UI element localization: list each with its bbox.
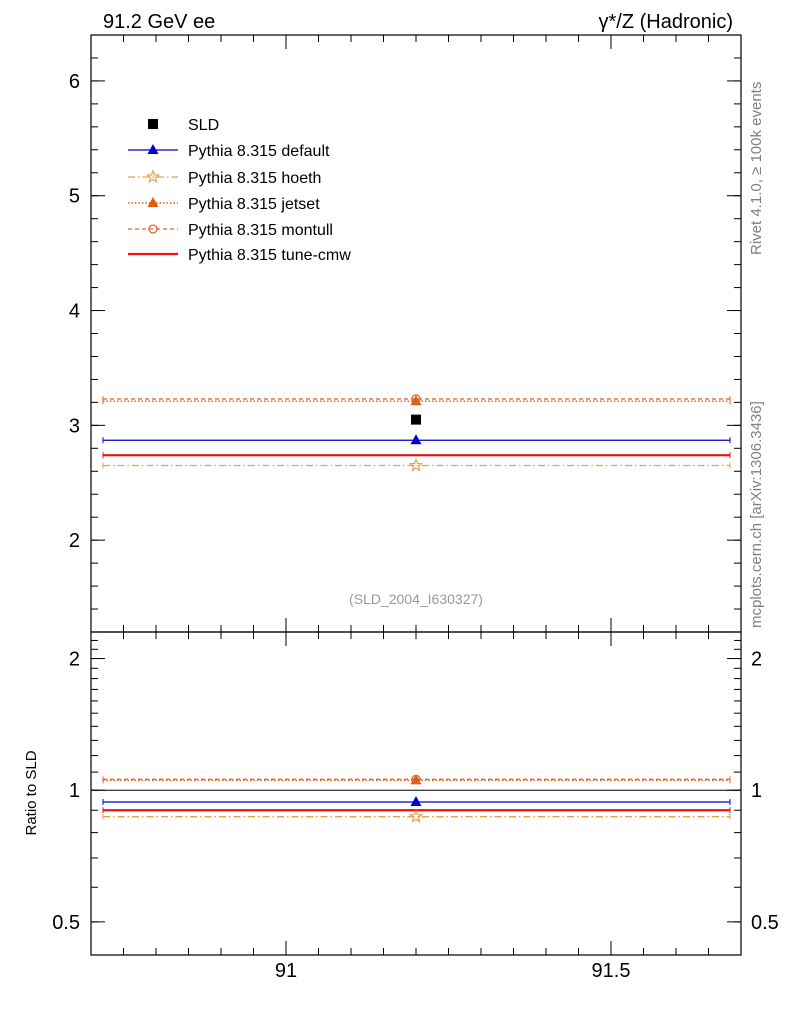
process-title: γ*/Z (Hadronic) [599, 11, 733, 33]
ratio-y-axis-label: Ratio to SLD [23, 750, 40, 835]
mcplots-label: mcplots.cern.ch [arXiv:1306.3436] [748, 401, 765, 628]
series-marker-default [410, 434, 422, 445]
series-marker-jetset [410, 395, 422, 406]
legend-label-jetset: Pythia 8.315 jetset [188, 196, 320, 213]
y-tick-label: 3 [69, 415, 80, 437]
ratio-y-tick-label-left: 2 [69, 649, 80, 671]
ratio-panel: 0.5 0.5 1 1 2 2 91 91.5 [52, 631, 779, 982]
legend-marker-default [147, 144, 159, 154]
ratio-y-tick-label-right: 2 [751, 649, 762, 671]
rivet-version-label: Rivet 4.1.0, ≥ 100k events [748, 82, 765, 255]
legend-marker-sld [148, 119, 158, 129]
series-marker-hoeth [408, 457, 424, 472]
ratio-frame [90, 631, 742, 956]
legend-label-montull: Pythia 8.315 montull [188, 222, 333, 239]
main-panel: 2 3 4 5 6 [69, 34, 742, 633]
x-tick-label: 91 [275, 960, 297, 982]
data-point-sld [411, 414, 421, 425]
analysis-id-label: (SLD_2004_I630327) [349, 591, 483, 607]
ratio-marker-hoeth [408, 809, 424, 823]
y-tick-label: 4 [69, 301, 80, 323]
legend-label-sld: SLD [188, 117, 219, 134]
ratio-y-tick-label-right: 1 [751, 780, 762, 802]
y-tick-label: 5 [69, 186, 80, 208]
energy-title: 91.2 GeV ee [103, 11, 215, 33]
ratio-y-tick-label-left: 0.5 [52, 912, 80, 934]
legend-marker-jetset [147, 197, 159, 207]
ratio-marker-montull [411, 774, 421, 784]
y-tick-label: 2 [69, 530, 80, 552]
ratio-marker-default [410, 795, 422, 806]
legend-label-hoeth: Pythia 8.315 hoeth [188, 170, 321, 187]
y-tick-label: 6 [69, 71, 80, 93]
legend-marker-montull [148, 224, 158, 234]
series-marker-montull [411, 394, 421, 404]
legend-marker-hoeth [145, 169, 161, 184]
x-tick-label: 91.5 [592, 960, 631, 982]
ratio-y-tick-label-left: 1 [69, 780, 80, 802]
legend: SLD Pythia 8.315 default Pythia 8.315 hoet… [128, 117, 351, 264]
ratio-y-tick-label-right: 0.5 [751, 912, 779, 934]
legend-label-default: Pythia 8.315 default [188, 143, 330, 160]
legend-label-tune_cmw: Pythia 8.315 tune-cmw [188, 247, 351, 264]
